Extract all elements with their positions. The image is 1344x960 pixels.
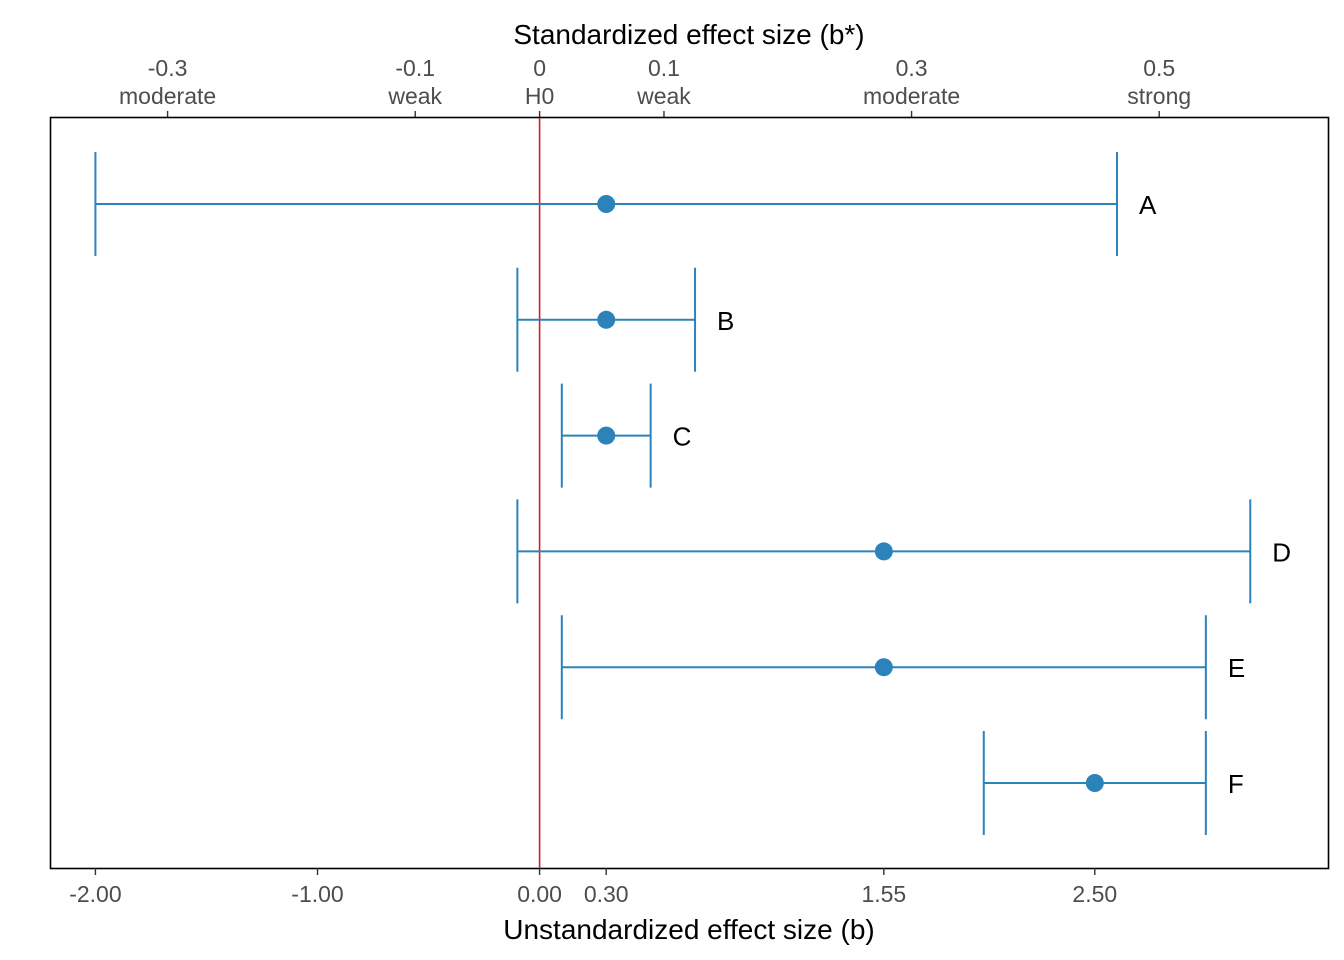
top-tick-value: 0.3 xyxy=(896,55,928,81)
top-tick-value: -0.1 xyxy=(395,55,435,81)
top-tick-value: 0 xyxy=(533,55,546,81)
point-label: F xyxy=(1228,769,1244,799)
top-tick-descriptor: moderate xyxy=(119,83,216,109)
bottom-tick-label: 1.55 xyxy=(861,881,906,907)
point-estimate xyxy=(1085,774,1104,792)
top-axis: -0.3moderate-0.1weak0H00.1weak0.3moderat… xyxy=(119,55,1191,118)
top-tick-descriptor: moderate xyxy=(863,83,960,109)
bottom-tick-label: 0.30 xyxy=(584,881,629,907)
point-estimate xyxy=(597,426,616,445)
point-label: B xyxy=(717,306,734,336)
point-estimate xyxy=(597,195,616,213)
interval-layer: A B C D E F xyxy=(94,152,1291,835)
top-tick-value: 0.1 xyxy=(648,55,680,81)
point-label: C xyxy=(673,422,692,452)
top-axis-title: Standardized effect size (b*) xyxy=(513,19,864,50)
bottom-tick-label: -1.00 xyxy=(291,881,343,907)
point-label: D xyxy=(1272,537,1291,567)
top-tick-descriptor: H0 xyxy=(525,83,554,109)
bottom-axis: -2.00 -1.00 0.00 0.30 1.55 2.50 xyxy=(69,868,1117,907)
bottom-axis-title: Unstandardized effect size (b) xyxy=(503,914,874,945)
top-tick-descriptor: weak xyxy=(387,83,442,109)
top-tick-descriptor: weak xyxy=(636,83,691,109)
plot-panel xyxy=(49,116,1330,870)
top-tick-descriptor: strong xyxy=(1127,83,1191,109)
bottom-tick-label: 0.00 xyxy=(517,881,562,907)
bottom-tick-label: 2.50 xyxy=(1072,881,1117,907)
point-estimate xyxy=(874,658,893,677)
point-estimate xyxy=(597,310,616,329)
point-estimate xyxy=(874,542,893,561)
bottom-tick-label: -2.00 xyxy=(69,881,121,907)
top-tick-value: -0.3 xyxy=(148,55,188,81)
top-tick-value: 0.5 xyxy=(1143,55,1175,81)
point-label: A xyxy=(1139,190,1157,220)
point-label: E xyxy=(1228,653,1245,683)
